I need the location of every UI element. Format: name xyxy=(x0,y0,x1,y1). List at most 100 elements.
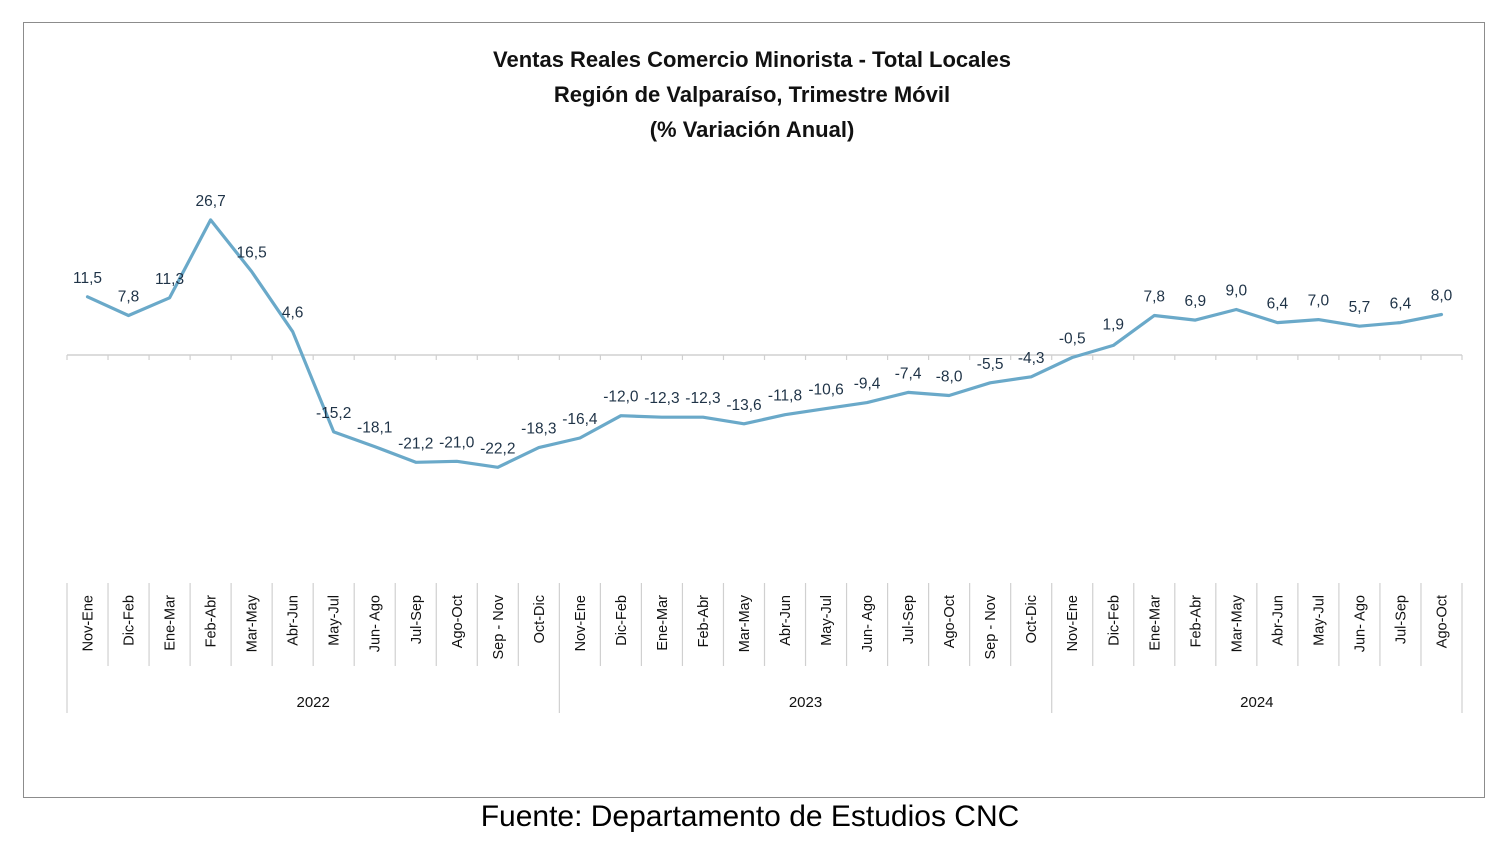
data-point xyxy=(1194,319,1196,321)
data-label: -8,0 xyxy=(936,368,963,385)
category-label: Jun- Ago xyxy=(1352,595,1368,652)
data-label: -10,6 xyxy=(808,382,843,399)
data-point xyxy=(702,416,704,418)
category-label: May-Jul xyxy=(819,595,835,646)
data-label: 8,0 xyxy=(1431,288,1453,305)
data-label: -4,3 xyxy=(1018,350,1045,367)
data-point xyxy=(333,431,335,433)
year-label: 2022 xyxy=(296,694,329,711)
category-labels: Nov-Ene Dic-Feb Ene-Mar Feb-Abr Mar-May Abr-J… xyxy=(81,594,1451,659)
data-point xyxy=(743,423,745,425)
category-label: Ago-Oct xyxy=(450,595,466,648)
data-point xyxy=(579,437,581,439)
category-label: Jul-Sep xyxy=(901,595,917,644)
category-label: Jun- Ago xyxy=(368,595,384,652)
category-label: Nov-Ene xyxy=(573,595,589,651)
data-point xyxy=(1071,357,1073,359)
data-label: 4,6 xyxy=(282,305,304,322)
data-point xyxy=(948,394,950,396)
data-label: -22,2 xyxy=(480,440,515,457)
category-label: May-Jul xyxy=(1311,595,1327,646)
chart-title: Ventas Reales Comercio Minorista - Total… xyxy=(493,47,1011,142)
data-label: 7,0 xyxy=(1308,293,1330,310)
category-label: Ene-Mar xyxy=(163,595,179,651)
category-label: Dic-Feb xyxy=(1106,595,1122,646)
data-label: 11,5 xyxy=(73,270,102,287)
data-label: 6,9 xyxy=(1185,293,1207,310)
data-label: -18,1 xyxy=(357,420,392,437)
data-label: -11,8 xyxy=(768,388,802,405)
category-label: Mar-May xyxy=(1229,594,1245,652)
category-label: Ago-Oct xyxy=(1434,595,1450,648)
line-chart: Ventas Reales Comercio Minorista - Total… xyxy=(66,47,1463,713)
data-label: 9,0 xyxy=(1226,282,1248,299)
category-label: Feb-Abr xyxy=(204,595,220,648)
data-label: 6,4 xyxy=(1390,296,1412,313)
data-labels: 11,5 7,8 11,3 26,7 16,5 4,6 -15,2 -18,1 -21,2 -21… xyxy=(73,193,1453,457)
data-point xyxy=(210,219,212,221)
data-point xyxy=(1112,344,1114,346)
data-point xyxy=(128,315,130,317)
data-point xyxy=(866,402,868,404)
data-label: -21,0 xyxy=(439,434,475,451)
data-point xyxy=(251,271,253,273)
category-label: Mar-May xyxy=(737,594,753,652)
category-label: Jun- Ago xyxy=(860,595,876,652)
data-point xyxy=(415,461,417,463)
data-point xyxy=(169,297,171,299)
data-point xyxy=(1276,322,1278,324)
category-label: Feb-Abr xyxy=(696,595,712,648)
category-label: Jul-Sep xyxy=(1393,595,1409,644)
data-label: -0,5 xyxy=(1059,331,1086,348)
data-label: -15,2 xyxy=(316,405,351,422)
chart-title-line-2: Región de Valparaíso, Trimestre Móvil xyxy=(554,82,950,107)
category-label: Oct-Dic xyxy=(532,595,548,643)
data-label: 5,7 xyxy=(1349,299,1371,316)
data-point xyxy=(1358,325,1360,327)
source-note: Fuente: Departamento de Estudios CNC xyxy=(480,800,1020,833)
category-label: Nov-Ene xyxy=(1065,595,1081,651)
category-label: Abr-Jun xyxy=(286,595,302,646)
data-label: 26,7 xyxy=(196,193,226,210)
x-axis xyxy=(66,354,1463,713)
data-label: -12,3 xyxy=(644,390,679,407)
data-point xyxy=(538,447,540,449)
chart-frame: Ventas Reales Comercio Minorista - Total… xyxy=(23,22,1485,798)
data-label: 11,3 xyxy=(155,271,184,288)
data-point xyxy=(1235,308,1237,310)
data-label: -7,4 xyxy=(895,365,922,382)
category-label: May-Jul xyxy=(327,595,343,646)
data-point xyxy=(989,382,991,384)
data-label: 7,8 xyxy=(1143,289,1165,306)
data-point xyxy=(1153,315,1155,317)
year-label: 2024 xyxy=(1240,694,1273,711)
data-label: -12,3 xyxy=(685,390,720,407)
series-line-group xyxy=(85,218,1444,469)
data-point xyxy=(292,331,294,333)
category-label: Abr-Jun xyxy=(778,595,794,646)
category-label: Jul-Sep xyxy=(409,595,425,644)
category-label: Ago-Oct xyxy=(942,595,958,648)
data-label: -21,2 xyxy=(398,435,433,452)
category-label: Ene-Mar xyxy=(655,595,671,651)
year-labels: 2022 2023 2024 xyxy=(296,694,1273,711)
data-label: 16,5 xyxy=(237,245,267,262)
category-label: Dic-Feb xyxy=(614,595,630,646)
data-point xyxy=(661,416,663,418)
category-label: Nov-Ene xyxy=(81,595,97,651)
data-point xyxy=(825,408,827,410)
category-label: Ene-Mar xyxy=(1147,595,1163,651)
year-label: 2023 xyxy=(789,694,822,711)
data-point xyxy=(1317,319,1319,321)
category-label: Mar-May xyxy=(245,594,261,652)
data-point xyxy=(456,460,458,462)
data-point xyxy=(1440,314,1442,316)
data-point xyxy=(620,415,622,417)
data-label: -16,4 xyxy=(562,411,598,428)
data-label: -18,3 xyxy=(521,421,556,438)
data-point xyxy=(497,466,499,468)
data-point xyxy=(907,391,909,393)
data-label: 1,9 xyxy=(1102,316,1124,333)
category-label: Feb-Abr xyxy=(1188,595,1204,648)
data-point xyxy=(374,446,376,448)
